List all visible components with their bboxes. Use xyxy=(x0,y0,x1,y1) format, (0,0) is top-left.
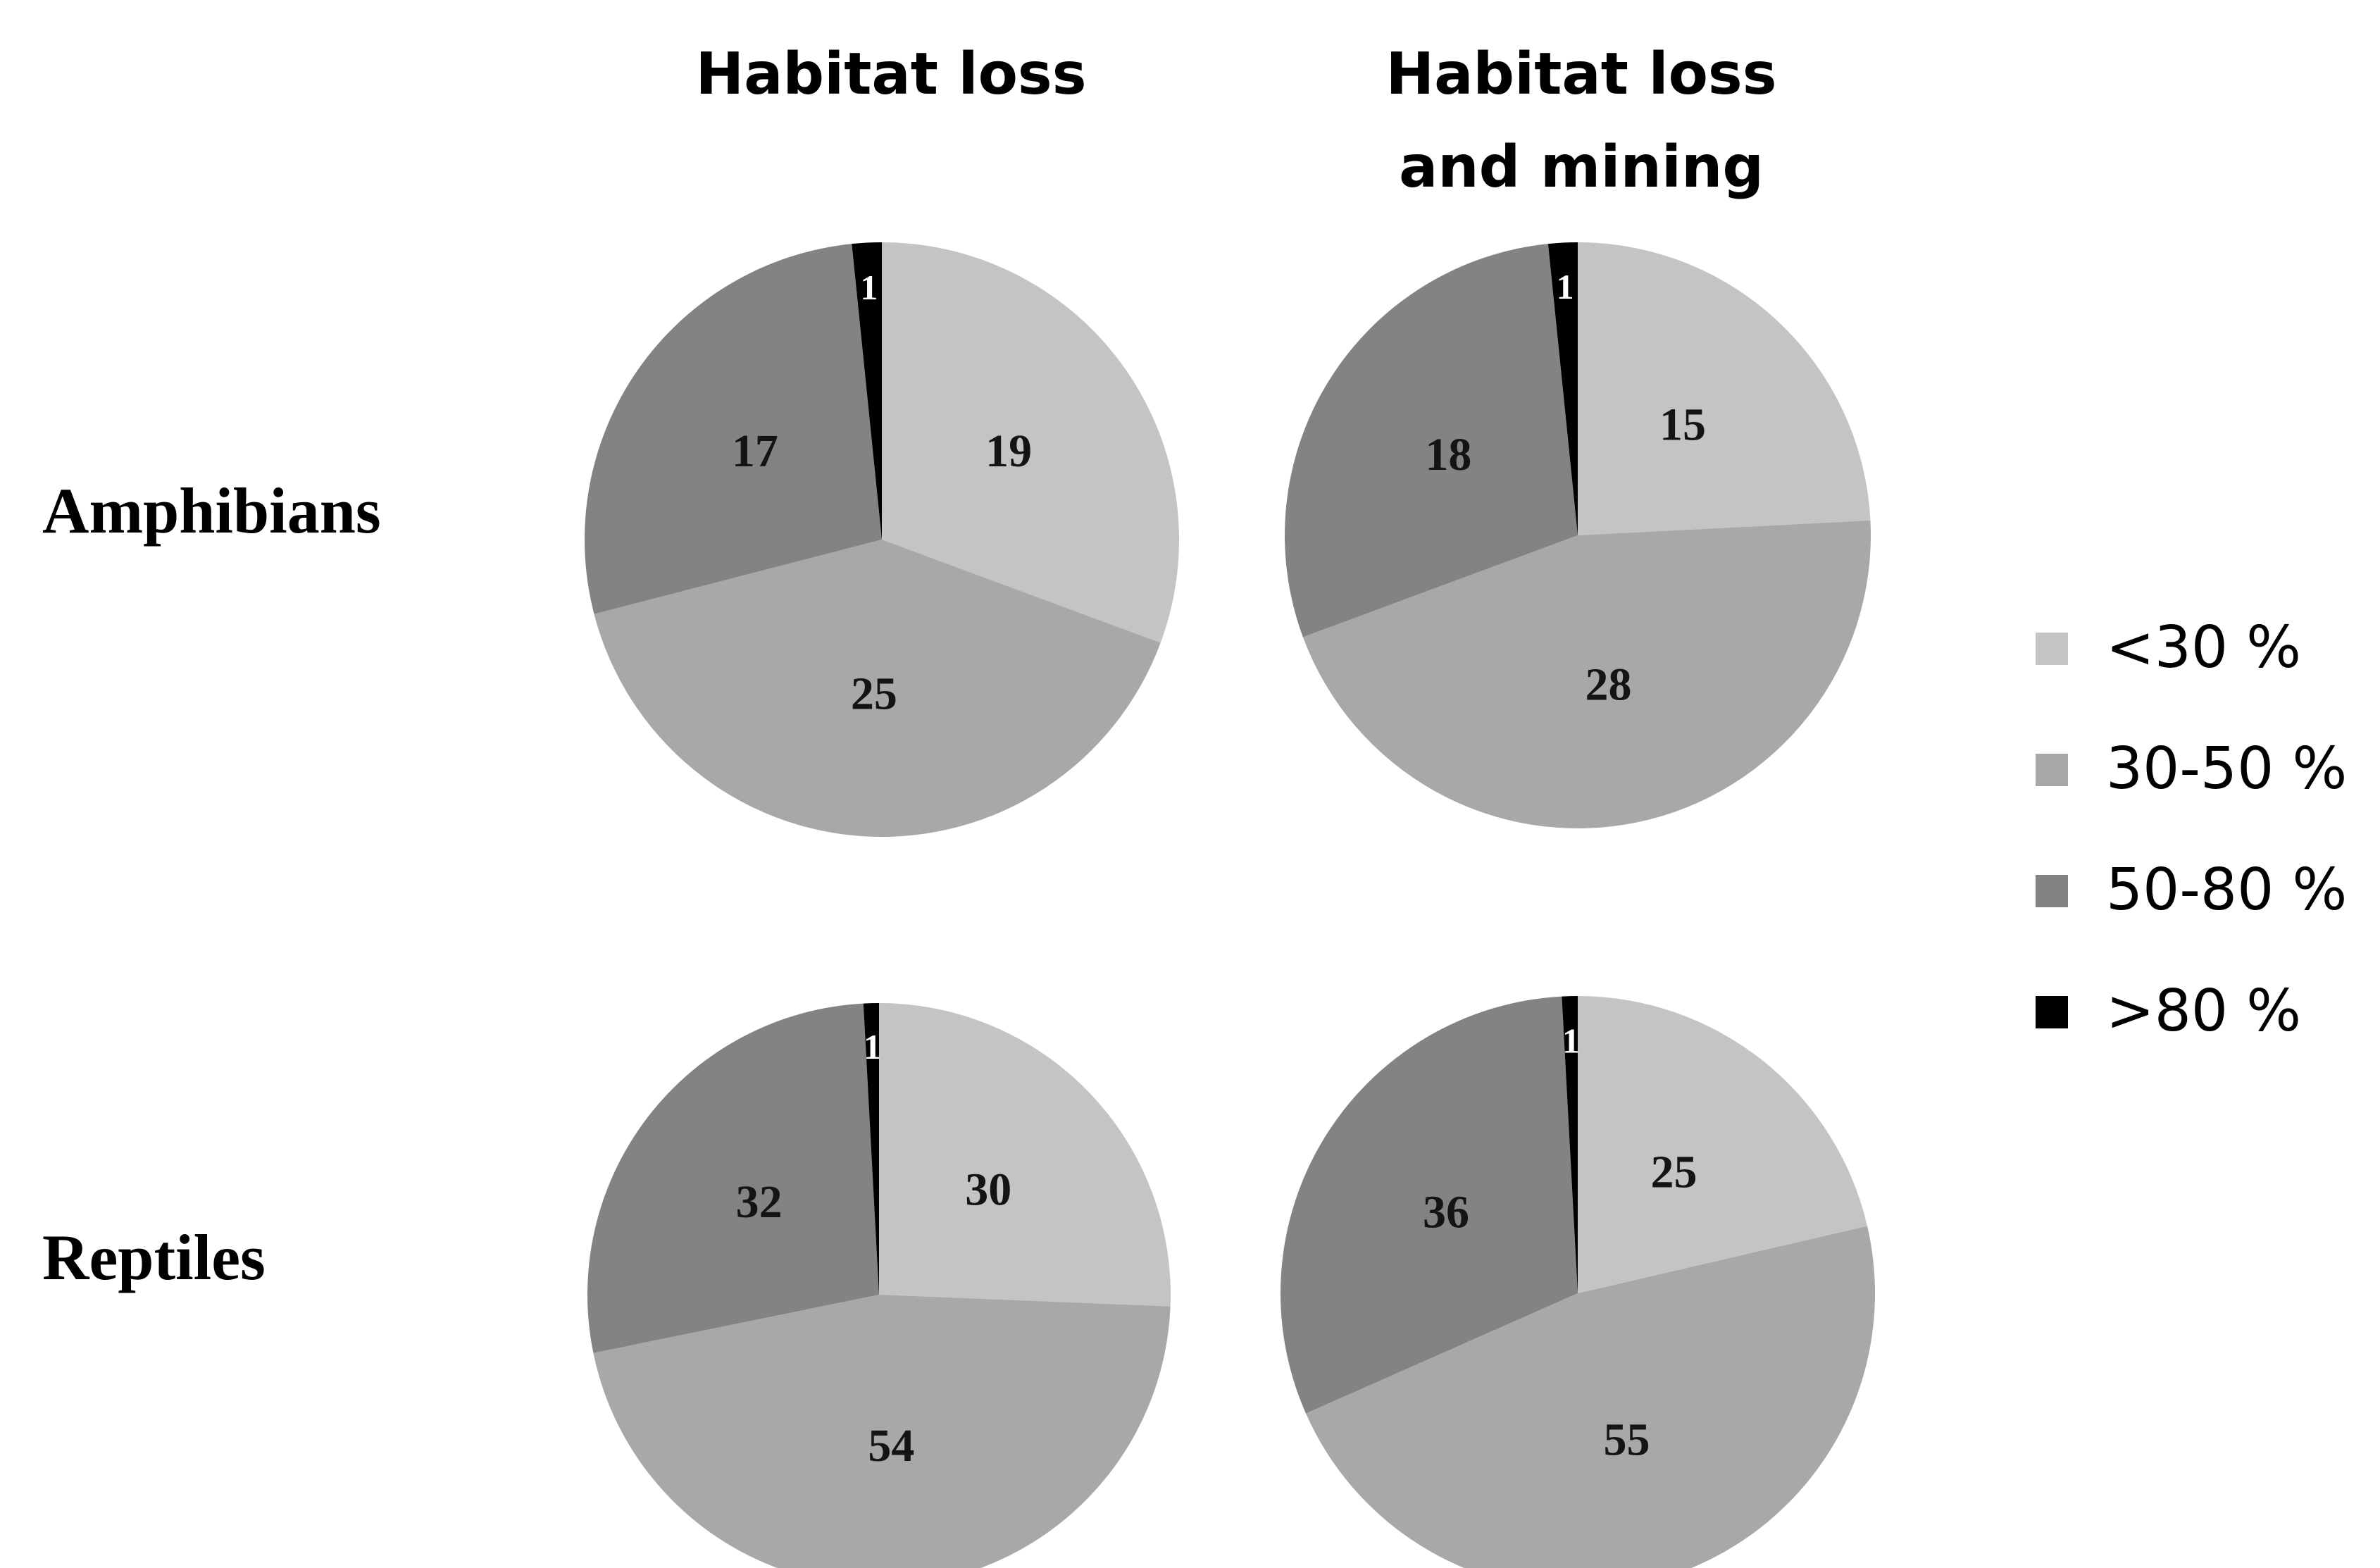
slice-value-label: 1 xyxy=(860,268,878,307)
legend-swatch xyxy=(2036,875,2068,907)
slice-50-80 xyxy=(584,244,882,614)
slice-30-50 xyxy=(1306,1226,1875,1568)
slice-value-label: 25 xyxy=(851,668,897,720)
slice-value-label: 18 xyxy=(1425,429,1471,480)
slice-over-80 xyxy=(863,1003,879,1295)
slice-value-label: 36 xyxy=(1423,1187,1469,1238)
row-label-amphibians: Amphibians xyxy=(42,475,381,547)
slice-under-30 xyxy=(879,1003,1171,1307)
column-title-habitat-loss: Habitat loss xyxy=(606,28,1176,121)
slice-value-label: 25 xyxy=(1650,1147,1697,1198)
slice-30-50 xyxy=(1302,520,1871,828)
slice-50-80 xyxy=(1280,996,1578,1414)
slice-over-80 xyxy=(852,242,882,540)
slice-50-80 xyxy=(1285,244,1578,637)
slice-value-label: 19 xyxy=(985,425,1032,477)
legend-label: >80 % xyxy=(2106,978,2302,1045)
slice-under-30 xyxy=(1578,996,1868,1293)
column-title-habitat-loss-and-mining: Habitat loss and mining xyxy=(1296,28,1867,214)
column-title-line: Habitat loss xyxy=(695,41,1087,108)
slice-30-50 xyxy=(594,540,1161,838)
slice-value-label: 1 xyxy=(864,1027,881,1066)
legend-swatch xyxy=(2036,633,2068,665)
legend-label: 30-50 % xyxy=(2106,735,2348,802)
slice-under-30 xyxy=(1578,242,1871,535)
slice-value-label: 15 xyxy=(1659,399,1706,451)
column-title-line: and mining xyxy=(1398,134,1764,201)
slice-over-80 xyxy=(1547,242,1578,535)
slice-value-label: 28 xyxy=(1585,659,1632,710)
slice-value-label: 32 xyxy=(736,1176,783,1228)
column-title-line: Habitat loss xyxy=(1385,41,1777,108)
slice-under-30 xyxy=(882,242,1179,643)
slice-over-80 xyxy=(1562,996,1578,1293)
pie-reptiles-habitat-loss-and-mining: 25 55 36 1 xyxy=(1280,996,1875,1568)
slice-value-label: 1 xyxy=(1562,1021,1580,1060)
pie-amphibians-habitat-loss: 19 25 17 1 xyxy=(584,242,1179,838)
slice-50-80 xyxy=(587,1003,879,1353)
row-label-reptiles: Reptiles xyxy=(42,1221,266,1293)
slice-value-label: 55 xyxy=(1603,1414,1650,1466)
legend-swatch xyxy=(2036,754,2068,786)
legend-label: <30 % xyxy=(2106,614,2302,681)
legend-label: 50-80 % xyxy=(2106,857,2348,923)
slice-value-label: 54 xyxy=(868,1420,914,1471)
pie-reptiles-habitat-loss: 30 54 32 1 xyxy=(587,1003,1171,1568)
slice-value-label: 1 xyxy=(1557,267,1574,306)
slice-value-label: 17 xyxy=(732,425,778,477)
pie-amphibians-habitat-loss-and-mining: 15 28 18 1 xyxy=(1285,242,1871,828)
legend-swatch xyxy=(2036,996,2068,1028)
slice-value-label: 30 xyxy=(965,1164,1011,1215)
slice-30-50 xyxy=(593,1295,1171,1568)
